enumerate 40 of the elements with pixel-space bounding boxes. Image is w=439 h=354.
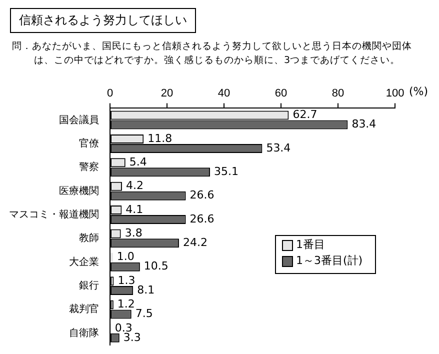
data-label: 4.2 [126, 179, 144, 192]
data-label: 10.5 [144, 260, 168, 273]
data-label: 8.1 [137, 283, 155, 296]
data-label: 35.1 [214, 164, 239, 178]
x-tick-label: 100 [386, 88, 404, 100]
y-tick-label: 官僚 [79, 137, 99, 150]
data-label: 24.2 [182, 236, 208, 250]
chart-title: 信頼されるよう努力してほしい [10, 8, 196, 33]
data-label: 62.7 [292, 108, 318, 122]
x-tick-label: 40 [218, 88, 230, 100]
x-tick-label: 0 [106, 88, 114, 100]
y-tick-label: 大企業 [69, 256, 99, 268]
data-label: 5.4 [129, 156, 147, 169]
y-tick-label: 銀行 [79, 280, 99, 292]
data-label: 11.8 [148, 132, 172, 145]
legend-label: 1番目 [296, 238, 325, 251]
data-label: 4.1 [126, 202, 144, 216]
x-tick-label: 80 [332, 88, 344, 100]
y-tick-label: 自衛隊 [69, 326, 99, 339]
y-tick-label: 警察 [79, 161, 99, 174]
y-tick-label: 国会議員 [59, 114, 99, 126]
x-axis-title: (%) [409, 84, 428, 98]
data-label: 1.0 [116, 250, 134, 264]
chart-subtitle: 問．あなたがいま、国民にもっと信頼されるよう努力して欲しいと思う日本の機関や団体は、この中ではどれですか。強く感じるものから順に、3つまであげてください。 [12, 40, 413, 68]
data-label: 3.3 [123, 330, 141, 344]
legend-label: 1～3番目(計) [296, 254, 363, 267]
x-tick-label: 60 [274, 88, 288, 100]
data-label: 1.3 [118, 274, 136, 287]
data-label: 7.5 [135, 307, 153, 320]
data-label: 3.8 [124, 226, 142, 240]
data-label: 83.4 [352, 118, 376, 131]
data-label: 26.6 [190, 188, 214, 202]
x-tick-label: 20 [160, 88, 174, 100]
y-tick-label: 裁判官 [69, 303, 99, 316]
y-tick-label: 医療機関 [59, 184, 99, 197]
y-tick-label: 教師 [79, 232, 99, 244]
data-label: 53.4 [266, 141, 291, 154]
y-tick-label: マスコミ・報道機関 [9, 208, 99, 221]
data-label: 1.2 [117, 298, 135, 311]
data-label: 26.6 [190, 212, 214, 226]
